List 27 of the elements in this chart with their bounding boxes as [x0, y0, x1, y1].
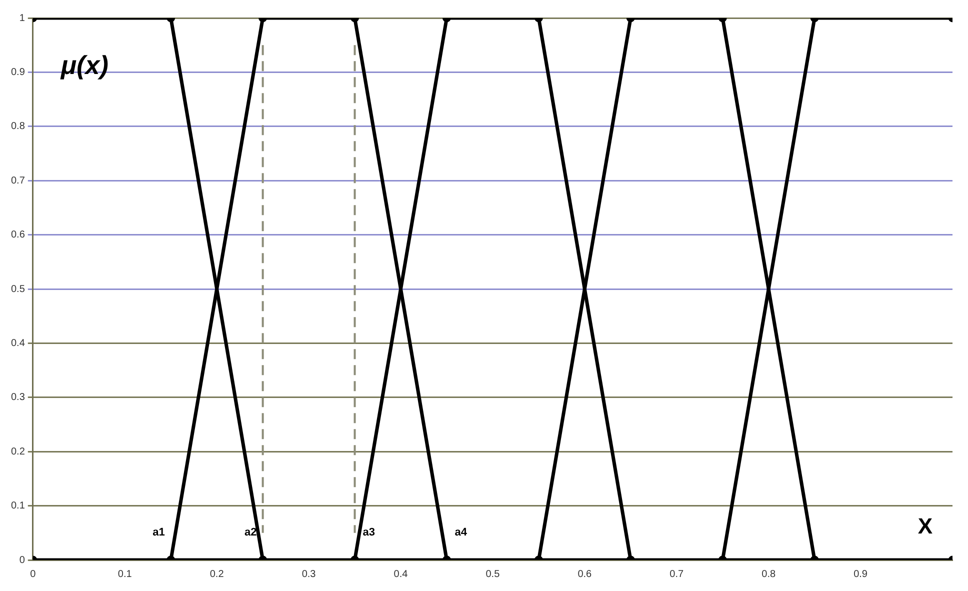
- annotation: a1: [152, 526, 165, 539]
- y-tick-label: 0.9: [10, 66, 26, 78]
- annotation: a3: [362, 526, 376, 539]
- x-tick-label: 0.6: [578, 568, 592, 580]
- y-axis-title: μ(x): [60, 50, 108, 80]
- x-tick-label: 0.4: [394, 568, 408, 580]
- y-tick-label: 0.3: [10, 392, 26, 404]
- x-tick-label: 0.9: [854, 568, 868, 580]
- x-tick-label: 0.5: [486, 568, 500, 580]
- y-tick-label: 0.6: [10, 230, 26, 241]
- y-tick-label: 0: [19, 554, 26, 566]
- y-tick-label: 0.1: [10, 500, 26, 512]
- x-tick-label: 0.8: [762, 568, 776, 580]
- annotation: a2: [244, 526, 257, 539]
- x-tick-label: 0.2: [210, 568, 224, 580]
- x-tick-label: 0.3: [302, 568, 316, 580]
- x-tick-label: 0.1: [118, 568, 132, 580]
- y-tick-label: 0.2: [10, 446, 26, 458]
- x-tick-label: 0.7: [670, 568, 684, 580]
- y-tick-label: 0.8: [10, 121, 26, 132]
- y-tick-label: 0.5: [10, 284, 26, 295]
- y-tick-label: 0.4: [10, 338, 26, 349]
- x-axis-title: X: [918, 514, 933, 539]
- x-tick-label: 0: [30, 568, 36, 580]
- y-tick-label: 1: [19, 12, 26, 24]
- annotation: a4: [454, 526, 468, 539]
- y-tick-label: 0.7: [10, 175, 26, 186]
